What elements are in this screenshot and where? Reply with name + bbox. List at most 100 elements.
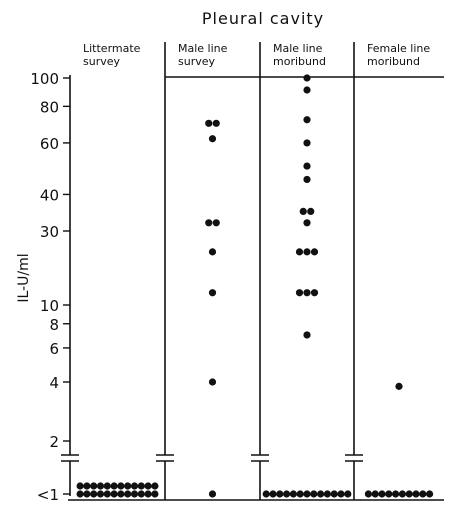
below-detection-point <box>303 490 311 498</box>
y-tick-label: 2 <box>49 433 59 451</box>
below-detection-point <box>371 490 379 498</box>
below-detection-point <box>90 490 98 498</box>
data-point <box>310 248 319 256</box>
y-tick-label: 80 <box>40 98 59 116</box>
data-point <box>303 139 311 147</box>
y-tick-label: 6 <box>49 340 59 358</box>
column-label-line: survey <box>83 55 121 68</box>
column-label-line: survey <box>178 55 216 68</box>
below-detection-point <box>124 482 132 490</box>
axis-break-gap <box>158 455 172 461</box>
data-point <box>303 248 311 256</box>
below-detection-point <box>110 490 118 498</box>
data-point <box>303 162 311 170</box>
below-detection-point <box>405 490 413 498</box>
data-point <box>212 119 220 127</box>
below-detection-point <box>144 490 152 498</box>
below-detection-point <box>398 490 406 498</box>
column-label-line: Male line <box>273 42 323 55</box>
below-detection-point <box>378 490 386 498</box>
below-detection-point <box>144 482 152 490</box>
column-label-line: moribund <box>273 55 326 68</box>
y-tick-label: <1 <box>37 486 59 504</box>
axis-break-gap <box>253 455 267 461</box>
below-detection-point <box>269 490 277 498</box>
below-detection-point <box>208 490 217 498</box>
column-label-line: Female line <box>367 42 430 55</box>
y-tick-label: 60 <box>40 135 59 153</box>
data-point <box>208 248 217 256</box>
data-point <box>208 135 217 143</box>
data-point <box>303 219 311 227</box>
y-tick-label: 100 <box>30 70 59 88</box>
data-points <box>76 74 434 498</box>
below-detection-point <box>83 490 91 498</box>
data-point <box>303 175 311 184</box>
y-tick-label: 40 <box>40 186 59 204</box>
y-tick-label: 30 <box>40 223 59 241</box>
y-axis-label: IL-U/ml <box>16 253 32 302</box>
y-axis-ticks: 100 80 60 40 30 108 6 4 2 <1 <box>30 70 70 504</box>
below-detection-point <box>103 482 111 490</box>
axis-break-gap <box>347 455 361 461</box>
below-detection-point <box>426 490 434 498</box>
below-detection-point <box>392 490 400 498</box>
column-label-line: moribund <box>367 55 420 68</box>
data-point <box>307 207 315 216</box>
below-detection-point <box>96 482 105 490</box>
below-detection-point <box>412 490 420 498</box>
data-point <box>303 116 311 124</box>
below-detection-point <box>137 490 145 498</box>
below-detection-point <box>364 490 372 498</box>
data-point <box>208 289 217 297</box>
below-detection-point <box>90 482 98 490</box>
below-detection-point <box>130 482 139 490</box>
data-point <box>395 382 403 390</box>
axis-break-gap <box>63 455 77 461</box>
below-detection-point <box>317 490 325 498</box>
data-point <box>205 219 213 227</box>
below-detection-point <box>124 490 132 498</box>
below-detection-point <box>323 490 331 498</box>
below-detection-point <box>151 490 159 498</box>
below-detection-point <box>103 490 111 498</box>
below-detection-point <box>117 490 125 498</box>
data-point <box>303 289 311 297</box>
data-point <box>310 289 319 297</box>
plot-frame <box>61 42 444 501</box>
below-detection-point <box>344 490 352 498</box>
below-detection-point <box>337 490 345 498</box>
data-point <box>208 378 217 386</box>
data-point <box>295 289 304 297</box>
below-detection-point <box>419 490 427 498</box>
column-label-line: Littermate <box>83 42 141 55</box>
y-tick-label: 10 <box>40 297 59 315</box>
below-detection-point <box>310 490 318 498</box>
below-detection-point <box>110 482 118 490</box>
data-point <box>212 219 220 227</box>
y-tick-label: 8 <box>49 316 59 334</box>
below-detection-point <box>76 482 84 490</box>
below-detection-point <box>137 482 145 490</box>
below-detection-point <box>330 490 338 498</box>
below-detection-point <box>151 482 159 490</box>
below-detection-point <box>289 490 297 498</box>
below-detection-point <box>83 482 91 490</box>
below-detection-point <box>296 490 304 498</box>
below-detection-point <box>117 482 125 490</box>
data-point <box>303 74 311 82</box>
below-detection-point <box>385 490 393 498</box>
data-point <box>205 119 213 127</box>
below-detection-point <box>283 490 291 498</box>
data-point <box>303 331 311 339</box>
below-detection-point <box>262 490 270 498</box>
below-detection-point <box>276 490 284 498</box>
data-point <box>303 86 311 94</box>
below-detection-point <box>76 490 84 498</box>
y-tick-label: 4 <box>49 374 59 392</box>
data-point <box>299 207 307 216</box>
below-detection-point <box>130 490 139 498</box>
